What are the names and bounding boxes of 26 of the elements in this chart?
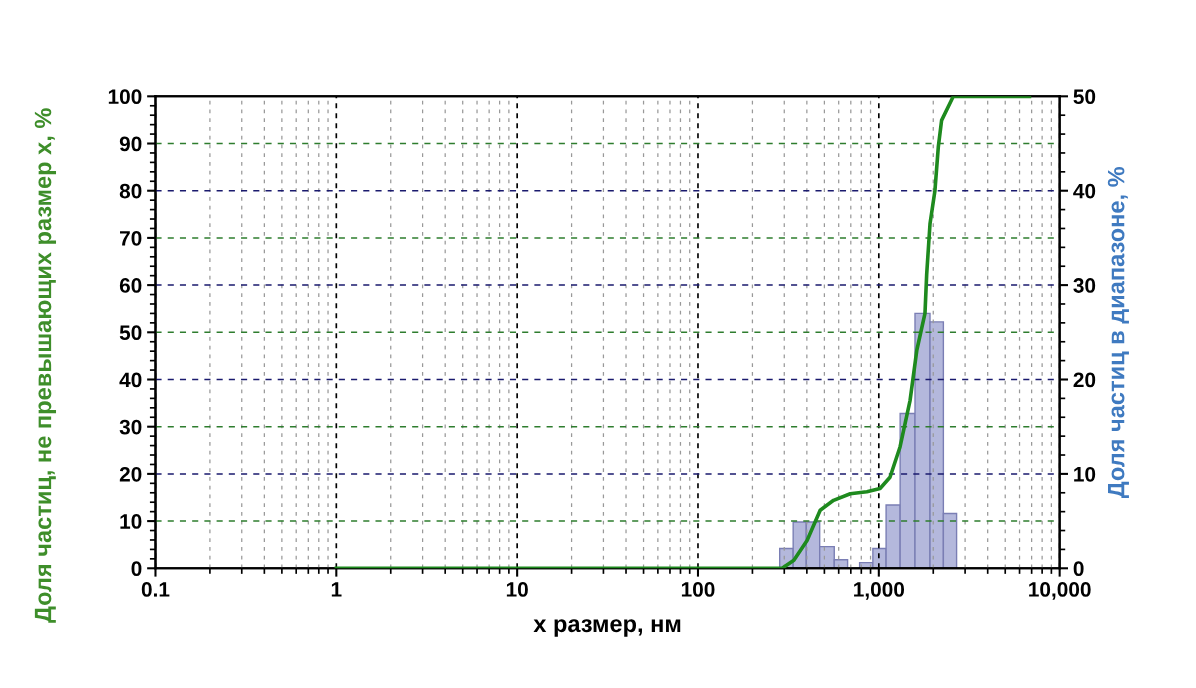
- y-tick-label: 60: [119, 278, 142, 293]
- y2-tick-label: 40: [1073, 183, 1096, 199]
- x-tick-label: 1: [331, 582, 342, 597]
- y-axis-title: Доля частиц, не превышающих размер x, %: [34, 108, 57, 623]
- y-tick-label: 90: [119, 136, 142, 152]
- y2-axis-title: Доля частиц в диапазоне, %: [1107, 166, 1129, 499]
- x-tick-label: 10: [506, 582, 528, 597]
- x-tick-label: 1,000: [854, 582, 905, 600]
- y-tick-label: 0: [131, 561, 142, 577]
- y-tick-label: 40: [119, 372, 142, 388]
- y2-tick-label: 30: [1073, 278, 1096, 293]
- y2-tick-label: 0: [1073, 561, 1084, 577]
- x-axis-title: x размер, нм: [533, 619, 681, 637]
- y-tick-label: 80: [119, 183, 142, 199]
- y-tick-label: 70: [120, 230, 142, 246]
- y-tick-label: 30: [119, 419, 142, 435]
- y2-tick-label: 10: [1074, 466, 1096, 482]
- x-tick-label: 100: [681, 582, 715, 597]
- x-tick-label: 10,000: [1029, 582, 1091, 600]
- y-tick-label: 50: [119, 325, 142, 341]
- y-tick-label: 20: [119, 466, 142, 482]
- y2-tick-label: 50: [1073, 89, 1096, 105]
- y-tick-label: 100: [108, 89, 142, 105]
- x-tick-label: 0.1: [141, 582, 170, 597]
- y-tick-label: 10: [120, 514, 142, 529]
- y2-tick-label: 20: [1073, 372, 1096, 388]
